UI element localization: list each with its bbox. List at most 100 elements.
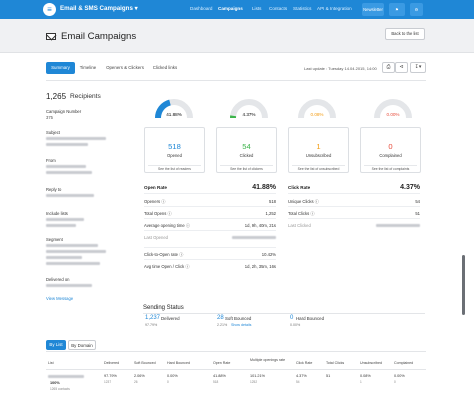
from-value-redacted: [46, 171, 92, 174]
include-lists-value-redacted: [46, 224, 76, 227]
cell-complained-count: 0: [394, 380, 396, 384]
settings-gear-icon[interactable]: ⚙: [410, 3, 423, 16]
subject-value-redacted: [46, 137, 106, 140]
segment-value-redacted: [46, 262, 100, 265]
complaint-rate-gauge: 0.00%: [374, 99, 412, 119]
include-lists-value-redacted: [46, 218, 84, 221]
divider: [143, 313, 425, 314]
total-opens-value: 1,252: [265, 211, 276, 216]
col-delivered[interactable]: Delivered: [104, 361, 120, 365]
tab-timeline[interactable]: Timeline: [79, 65, 97, 70]
tab-by-list[interactable]: By List: [46, 340, 66, 350]
last-clicked-value-redacted: [376, 224, 420, 227]
share-icon[interactable]: ⊲: [395, 62, 408, 73]
clicked-card: 54 Clicked See the list of clickers: [216, 127, 277, 173]
notification-bell-icon[interactable]: ⚑: [389, 3, 405, 16]
cell-hard-bounced-count: 0: [167, 380, 169, 384]
tab-openers-clickers[interactable]: Openers & Clickers: [106, 65, 144, 70]
click-rate-heading: Click Rate: [288, 185, 311, 190]
delivered-count: 1,237: [145, 315, 161, 321]
list-name-redacted: [48, 375, 84, 378]
complaint-rate-gauge-label: 0.00%: [386, 112, 399, 117]
open-rate-value: 41.88%: [252, 184, 276, 191]
account-button[interactable]: Newsletter: [362, 3, 384, 16]
last-opened-label: Last Opened: [144, 235, 168, 240]
cell-delivered: 97.79%: [104, 374, 117, 378]
col-total-clicks[interactable]: Total Clicks: [326, 361, 345, 365]
click-rate-value: 4.37%: [400, 184, 420, 191]
unique-clicks-value: 54: [415, 199, 420, 204]
hard-bounced-label: Hard Bounced: [296, 316, 325, 321]
col-multiple-openings-rate[interactable]: Multiple openings rate: [250, 358, 286, 362]
divider: [144, 193, 276, 194]
segment-value-redacted: [46, 250, 106, 253]
segment-value-redacted: [46, 256, 82, 259]
recipients-label: Recipients: [70, 93, 101, 100]
col-click-rate[interactable]: Click Rate: [296, 361, 313, 365]
total-clicks-value: 51: [415, 211, 420, 216]
clicked-count: 54: [242, 142, 251, 151]
unsubscribed-count: 1: [316, 142, 321, 151]
nav-lists[interactable]: Lists: [252, 6, 262, 11]
page-title: Email Campaigns: [61, 31, 137, 42]
divider: [288, 193, 420, 194]
soft-bounced-label: Soft Bounced: [225, 316, 252, 321]
cell-delivered-count: 1237: [104, 380, 112, 384]
app-title[interactable]: Email & SMS Campaigns ▾: [60, 5, 138, 12]
print-icon[interactable]: ⎙: [382, 62, 395, 73]
cell-multiple-openings-count: 1252: [250, 380, 258, 384]
export-dropdown-icon[interactable]: ↧▾: [410, 62, 426, 73]
nav-campaigns[interactable]: Campaigns: [218, 6, 243, 11]
tab-by-domain[interactable]: By Domain: [68, 340, 96, 350]
include-lists-label: Include lists: [46, 211, 68, 216]
col-open-rate[interactable]: Open Rate: [213, 361, 231, 365]
tab-clicked-links[interactable]: Clicked links: [152, 65, 178, 70]
soft-bounced-count: 28: [217, 315, 224, 321]
col-list[interactable]: List: [48, 361, 54, 365]
divider: [144, 206, 276, 207]
readers-list-link[interactable]: See the list of readers: [148, 165, 201, 172]
cell-multiple-openings-rate: 101.21%: [250, 374, 265, 378]
complaints-list-link[interactable]: See the list of complaints: [364, 165, 417, 172]
clickers-list-link[interactable]: See the list of clickers: [220, 165, 273, 172]
sending-status-title: Sending Status: [143, 305, 184, 311]
col-complained[interactable]: Complained: [394, 361, 414, 365]
segment-value-redacted: [46, 244, 98, 247]
open-rate-gauge-label: 41.88%: [166, 112, 182, 117]
hard-bounced-count: 0: [290, 315, 294, 321]
top-navbar: ≡ Email & SMS Campaigns ▾ Dashboard Camp…: [0, 0, 474, 19]
subject-label: Subject: [46, 130, 60, 135]
soft-bounced-percent: 2.21%: [217, 323, 228, 327]
open-rate-heading: Open Rate: [144, 185, 167, 190]
openers-value: 518: [269, 199, 276, 204]
nav-statistics[interactable]: Statistics: [293, 6, 312, 11]
list-total-contacts: 1265 contacts: [50, 387, 70, 391]
nav-dashboard[interactable]: Dashboard: [190, 6, 213, 11]
col-hard-bounced[interactable]: Hard Bounced: [167, 361, 190, 365]
soft-bounced-details-link[interactable]: Show details: [231, 323, 252, 327]
col-unsubscribed[interactable]: Unsubscribed: [360, 361, 382, 365]
view-message-link[interactable]: View Message: [46, 296, 74, 301]
divider: [288, 218, 420, 219]
divider: [46, 369, 426, 370]
hard-bounced-percent: 0.00%: [290, 323, 301, 327]
back-to-list-button[interactable]: Back to the list: [385, 28, 425, 40]
nav-api-integration[interactable]: API & Integration: [317, 6, 352, 11]
cell-complained: 0.00%: [394, 374, 405, 378]
tab-summary[interactable]: Summary: [46, 62, 75, 74]
last-clicked-label: Last Clicked: [288, 223, 311, 228]
col-soft-bounced[interactable]: Soft Bounced: [134, 361, 156, 365]
click-to-open-label: Click-to-Open rate ⓘ: [144, 252, 184, 257]
cell-soft-bounced-count: 26: [134, 380, 138, 384]
nav-contacts[interactable]: Contacts: [269, 6, 288, 11]
delivered-label: Delivered: [161, 316, 180, 321]
complained-count: 0: [388, 142, 393, 151]
unsubscribed-list-link[interactable]: See the list of unsubscribed: [292, 165, 345, 172]
click-rate-gauge-label: 4.37%: [242, 112, 255, 117]
clicked-label: Clicked: [239, 153, 254, 158]
open-rate-gauge: 41.88%: [155, 99, 193, 119]
scrollbar[interactable]: [462, 255, 465, 315]
cell-hard-bounced: 0.00%: [167, 374, 178, 378]
app-logo-icon[interactable]: ≡: [43, 3, 56, 16]
click-to-open-value: 10.42%: [261, 252, 276, 257]
